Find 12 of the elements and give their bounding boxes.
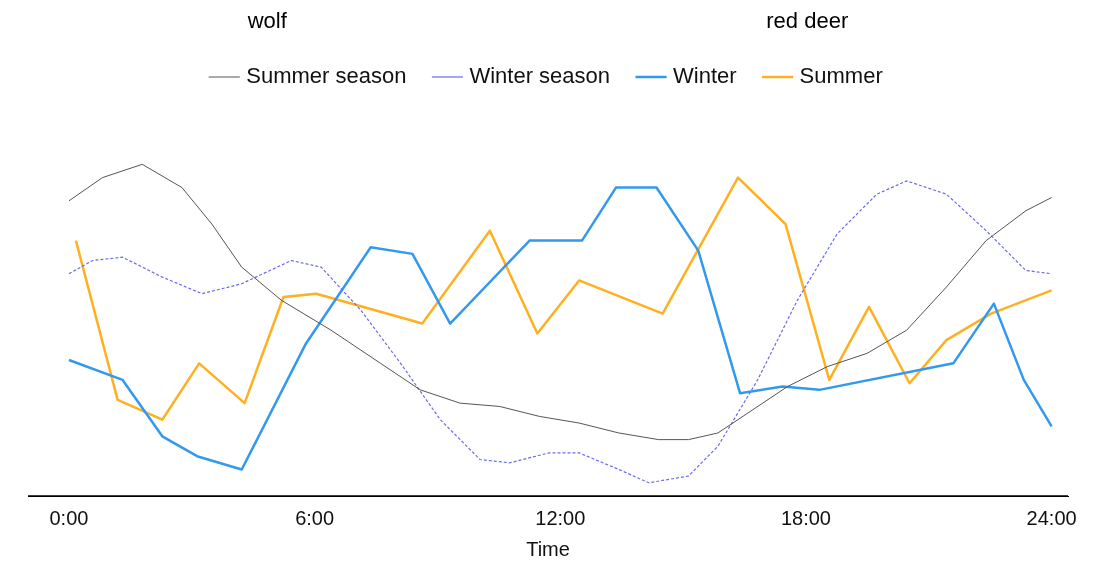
legend-label: Summer season	[246, 63, 407, 89]
legend-label: Summer	[799, 63, 883, 89]
legend-label: Winter season	[469, 63, 611, 89]
legend-label: Winter	[673, 63, 737, 89]
x-axis-title: Time	[526, 537, 570, 560]
text: wolf	[247, 8, 287, 35]
x-tick-label: 18:00	[780, 506, 831, 529]
x-tick-label: 0:00	[49, 506, 89, 529]
x-tick-label: 6:00	[295, 506, 335, 529]
x-tick-label: 12:00	[535, 506, 586, 529]
text: red deer	[766, 8, 849, 35]
x-tick-label: 24:00	[1026, 506, 1077, 529]
